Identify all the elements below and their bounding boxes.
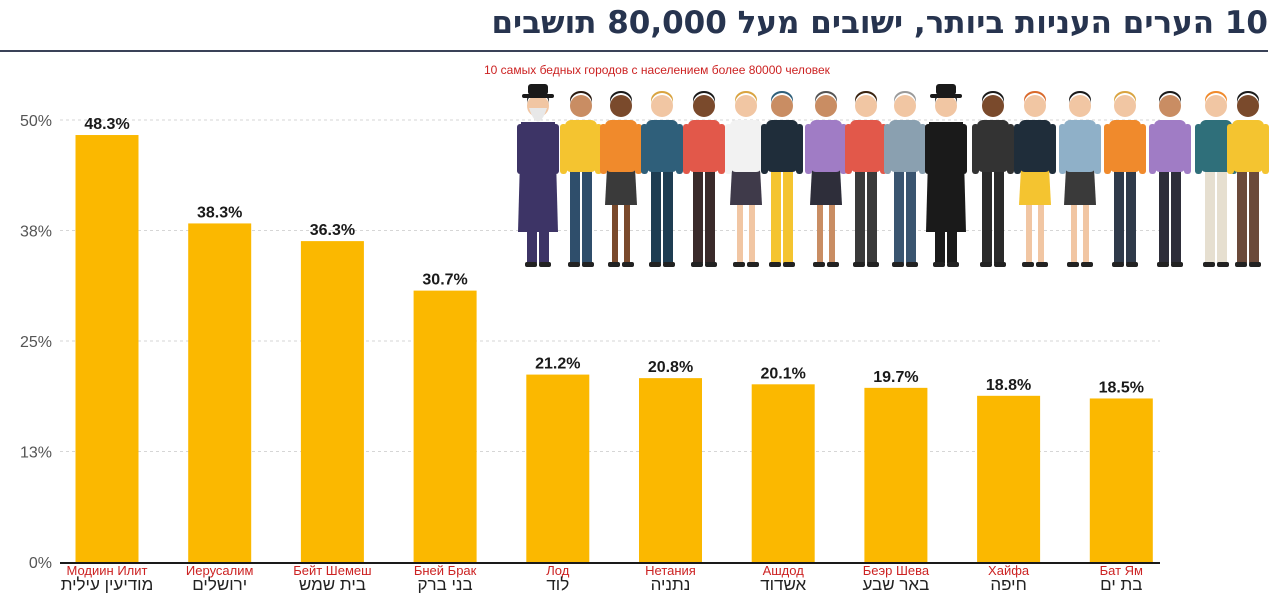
chart-title: 10 הערים העניות ביותר, ישובים מעל 80,000… xyxy=(491,5,1268,41)
y-tick-label: 13% xyxy=(20,445,52,462)
y-tick-label: 0% xyxy=(29,555,52,572)
bars: 48.3% 38.3% 36.3% 30.7% 21.2% 20.8% 20.1% 19.7%… xyxy=(75,116,1153,563)
x-tick-label-he: בית שמש xyxy=(299,575,366,594)
x-tick-label-he: מודיעין עילית xyxy=(61,575,154,594)
x-tick-label-he: בני ברק xyxy=(417,575,472,594)
person-figure xyxy=(1149,91,1191,267)
bar xyxy=(526,374,590,562)
person-figure xyxy=(1104,91,1146,267)
person-figure xyxy=(600,91,642,267)
person-figure xyxy=(641,91,683,267)
data-label: 20.8% xyxy=(648,359,693,376)
bar xyxy=(1089,398,1153,562)
bar xyxy=(188,223,252,563)
person-figure xyxy=(845,91,887,267)
x-tick-label-he: לוד xyxy=(546,575,569,594)
person-figure xyxy=(972,91,1014,267)
person-figure xyxy=(1195,91,1237,267)
data-label: 18.8% xyxy=(986,377,1031,394)
data-label: 19.7% xyxy=(873,369,918,386)
y-tick-label: 25% xyxy=(20,334,52,351)
bar xyxy=(751,384,815,562)
person-figure xyxy=(683,91,725,267)
data-label: 38.3% xyxy=(197,204,242,221)
bar xyxy=(413,290,477,562)
chart-subtitle: 10 самых бедных городов с населением бол… xyxy=(484,63,830,77)
data-label: 18.5% xyxy=(1099,379,1144,396)
person-figure xyxy=(1014,91,1056,267)
x-tick-label-he: ירושלים xyxy=(192,575,247,594)
title-divider xyxy=(0,50,1268,52)
x-tick-label-ru: Бат Ям xyxy=(1100,563,1143,578)
data-label: 30.7% xyxy=(422,272,467,289)
person-figure xyxy=(517,84,559,267)
person-figure xyxy=(925,84,967,267)
bar xyxy=(75,135,139,562)
x-tick-label-he: נתניה xyxy=(651,575,691,594)
y-tick-label: 38% xyxy=(20,224,52,241)
data-label: 20.1% xyxy=(761,365,806,382)
person-figure xyxy=(805,91,847,267)
x-tick-label-ru: Иерусалим xyxy=(186,563,254,578)
person-figure xyxy=(1227,91,1269,267)
x-tick-label-ru: Модиин Илит xyxy=(67,563,148,578)
data-label: 21.2% xyxy=(535,356,580,373)
x-tick-label-ru: Ашдод xyxy=(763,563,805,578)
person-figure xyxy=(1059,91,1101,267)
bar xyxy=(864,387,928,562)
person-figure xyxy=(884,91,926,267)
bar xyxy=(300,241,364,562)
person-figure xyxy=(725,91,767,267)
gridlines: 0% 13% 25% 38% 50% xyxy=(20,113,1160,572)
x-tick-label-ru: Бней Брак xyxy=(414,563,477,578)
x-tick-label-he: באר שבע xyxy=(863,575,930,594)
bar xyxy=(977,395,1041,562)
bar xyxy=(639,378,702,562)
y-tick-label: 50% xyxy=(20,113,52,130)
x-tick-label-ru: Бейт Шемеш xyxy=(293,563,371,578)
data-label: 48.3% xyxy=(84,116,129,133)
person-figure xyxy=(761,91,803,267)
x-tick-label-ru: Лод xyxy=(546,563,569,578)
group-of-diverse-people-illustration xyxy=(517,84,1269,267)
x-tick-label-he: בת ים xyxy=(1100,575,1142,594)
x-tick-label-he: חיפה xyxy=(990,575,1026,594)
x-tick-label-he: אשדוד xyxy=(760,575,806,594)
person-figure xyxy=(560,91,602,267)
data-label: 36.3% xyxy=(310,222,355,239)
x-tick-label-ru: Хайфа xyxy=(988,563,1030,578)
x-tick-label-ru: Нетания xyxy=(645,563,696,578)
x-tick-label-ru: Беэр Шева xyxy=(863,563,930,578)
